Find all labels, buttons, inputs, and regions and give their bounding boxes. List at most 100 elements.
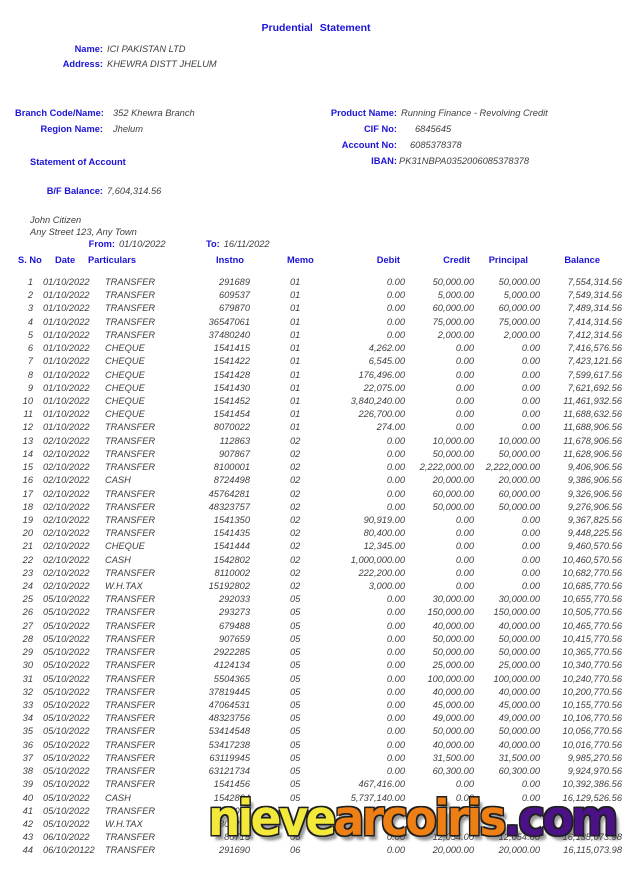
cell-particulars: TRANSFER [105,805,156,816]
cell-credit: 50,000.00 [432,726,474,737]
branch-value: 352 Khewra Branch [113,108,195,118]
address-field: Address: KHEWRA DISTT JHELUM [18,59,217,69]
cell-instno: 8070022 [213,422,250,433]
cell-particulars: CHEQUE [105,541,145,552]
cell-instno: 292033 [218,594,250,605]
cell-date: 02/10/2022 [43,475,90,486]
cell-instno: 4124134 [213,660,250,671]
cell-sno: 11 [23,409,33,420]
cell-debit: 0.00 [386,607,405,618]
table-row: 13 02/10/2022 TRANSFER 112863 02 0.00 10,000.0… [0,435,632,448]
cell-principal: 100,000.00 [493,673,540,684]
cell-instno: 907659 [218,633,250,644]
cell-debit: 0.00 [386,633,405,644]
cell-balance: 11,678,906.56 [563,435,622,446]
cell-credit: 0.00 [455,554,474,565]
cell-credit: 50,000.00 [432,501,474,512]
table-row: 22 02/10/2022 CASH 1542802 02 1,000,000.00 0.0… [0,554,632,567]
iban-field: IBAN: PK31NBPA0352006085378378 [300,156,529,166]
cell-memo: 05 [290,700,301,710]
cell-credit: 60,000.00 [432,303,474,314]
table-row: 24 02/10/2022 W.H.TAX 15192802 02 3,000.00 0.0… [0,580,632,593]
cell-debit: 226,700.00 [358,409,405,420]
cell-instno: 1541350 [213,514,250,525]
cell-memo: 02 [290,567,301,578]
cell-principal: 60,000.00 [498,303,540,314]
iban-value: PK31NBPA0352006085378378 [399,156,530,166]
cell-principal: 49,000.00 [498,713,540,724]
cell-debit: 0.00 [386,316,405,327]
cell-instno: 63121734 [208,766,250,777]
cell-date: 06/10/20122 [43,845,95,856]
cell-particulars: TRANSFER [105,462,156,473]
cell-sno: 7 [27,356,33,367]
cell-memo: 02 [290,501,301,512]
cell-sno: 43 [22,832,33,843]
table-row: 7 01/10/2022 CHEQUE 1541422 01 6,545.00 0.00 0.… [0,355,632,368]
watermark-part-dotcom: .com [503,790,619,847]
address-value: KHEWRA DISTT JHELUM [107,59,217,69]
cell-particulars: TRANSFER [105,832,156,843]
table-row: 19 02/10/2022 TRANSFER 1541350 02 90,919.00 0.… [0,514,632,527]
table-row: 12 01/10/2022 TRANSFER 8070022 01 274.00 0.00 0… [0,421,632,434]
cell-memo: 01 [290,422,301,433]
cell-date: 02/10/2022 [43,581,90,592]
cell-date: 01/10/2022 [43,395,90,406]
cell-particulars: TRANSFER [105,488,156,499]
cell-particulars: CHEQUE [105,369,145,380]
cell-instno: 907867 [218,448,250,459]
customer-name: John Citizen [30,215,82,225]
cell-credit: 50,000.00 [432,647,474,658]
cell-debit: 0.00 [386,660,405,671]
cell-instno: 45764281 [208,488,250,499]
iban-label: IBAN: [371,156,397,166]
cell-memo: 05 [290,739,301,750]
cell-date: 02/10/2022 [43,448,90,459]
cell-instno: 1541428 [213,369,250,380]
cell-sno: 36 [22,739,33,750]
cell-principal: 0.00 [521,779,540,790]
table-row: 29 05/10/2022 TRANSFER 2922285 05 0.00 50,000.… [0,646,632,659]
cell-debit: 0.00 [386,475,405,486]
cell-sno: 16 [22,475,33,486]
table-row: 35 05/10/2022 TRANSFER 53414548 05 0.00 50,000… [0,725,632,738]
region-field: Region Name: Jhelum [15,124,143,134]
transactions-body: 1 01/10/2022 TRANSFER 291689 01 0.00 50,000.00… [0,276,632,858]
cell-credit: 25,000.00 [432,660,474,671]
cell-debit: 0.00 [386,488,405,499]
account-label: Account No: [341,140,397,150]
cell-memo: 01 [290,409,301,420]
cell-date: 01/10/2022 [43,290,90,301]
cell-debit: 0.00 [386,739,405,750]
cell-date: 05/10/2022 [43,818,90,829]
cell-balance: 7,599,617.56 [567,369,622,380]
cell-principal: 12,054.00 [498,832,540,843]
cell-memo: 02 [290,475,301,486]
table-row: 21 02/10/2022 CHEQUE 1541444 02 12,345.00 0.00… [0,540,632,553]
cell-credit: 20,000.00 [432,845,474,856]
cell-sno: 12 [22,422,33,433]
cell-sno: 32 [22,686,33,697]
cell-sno: 4 [27,316,33,327]
cell-instno: 2306280 [213,818,250,829]
cell-particulars: TRANSFER [105,752,156,763]
cell-particulars: CHEQUE [105,395,145,406]
cell-particulars: TRANSFER [105,514,156,525]
cell-credit: 0.00 [455,567,474,578]
cell-principal: 50,000.00 [498,726,540,737]
cif-field: CIF No: 6845645 [300,124,451,134]
cell-date: 02/10/2022 [43,435,90,446]
cell-memo: 02 [290,554,301,565]
cell-debit: 0.00 [386,501,405,512]
table-row: 43 06/10/2022 TRANSFER 80715 06 0.00 12,054.00… [0,831,632,844]
cell-principal: 0.00 [521,554,540,565]
table-row: 38 05/10/2022 TRANSFER 63121734 05 0.00 60,300… [0,765,632,778]
cell-debit: 1,000,000.00 [350,554,405,565]
cell-sno: 3 [27,303,33,314]
cell-particulars: TRANSFER [105,607,156,618]
cell-instno: 53414548 [208,726,250,737]
cell-credit: 0.00 [455,343,474,354]
cell-principal: 20,000.00 [498,845,540,856]
cell-balance: 7,489,314.56 [567,303,622,314]
cell-sno: 33 [22,700,33,710]
